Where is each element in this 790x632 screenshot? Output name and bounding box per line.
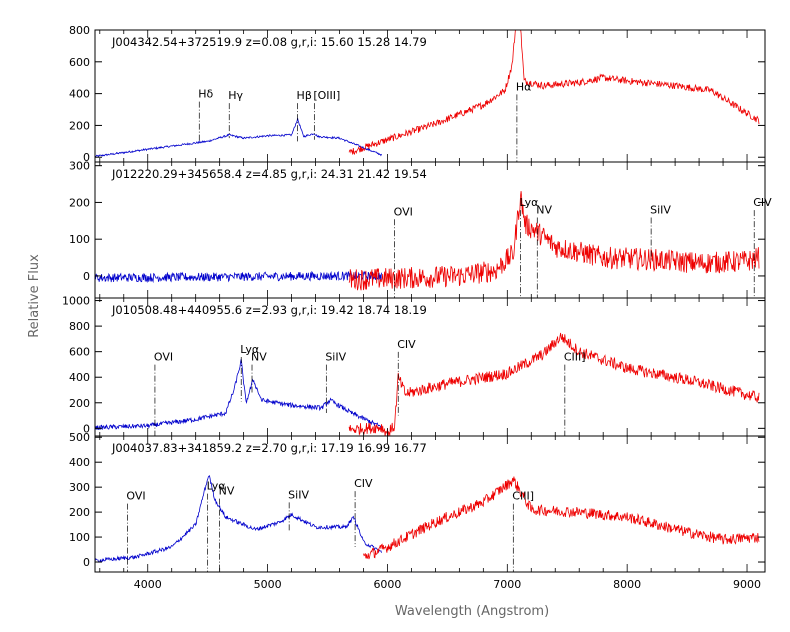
panel-header-3: J010508.48+440955.6 z=2.93 g,r,i: 19.42 … <box>111 303 427 317</box>
line-label-4-4: SiIV <box>288 488 309 501</box>
line-label-1-2: Hγ <box>228 89 243 102</box>
y-tick-label-1-2: 200 <box>69 119 90 132</box>
line-label-3-1: OVI <box>154 351 173 364</box>
y-tick-label-4-3: 200 <box>69 506 90 519</box>
line-label-4-5: CIV <box>354 477 373 490</box>
blue-spectrum-2 <box>95 270 382 284</box>
x-axis: 4000 5000 6000 7000 8000 9000 <box>134 578 761 591</box>
x-axis-label: Wavelength (Angstrom) <box>395 604 549 619</box>
panel-header-4: J004037.83+341859.2 z=2.70 g,r,i: 17.19 … <box>111 441 427 455</box>
panel-frame-3 <box>94 297 766 437</box>
line-label-1-5: Hα <box>516 80 532 93</box>
y-tick-label-3-5: 800 <box>69 320 90 333</box>
red-spectrum-3 <box>348 332 760 436</box>
line-label-4-6: CIII] <box>512 490 534 503</box>
panel-header-1: J004342.54+372519.9 z=0.08 g,r,i: 15.60 … <box>111 35 427 49</box>
y-axis-label: Relative Flux <box>27 254 42 338</box>
line-label-1-1: Hδ <box>198 88 213 101</box>
y-tick-label-2-3: 200 <box>69 196 90 209</box>
y-tick-label-3-2: 200 <box>69 397 90 410</box>
y-tick-label-4-2: 100 <box>69 531 90 544</box>
panel-1: Hδ Hγ Hβ [OIII] Hα 0 200 400 600 800 J004342.54+37… <box>69 24 766 164</box>
x-tick-label-1: 4000 <box>134 578 162 591</box>
line-label-2-2: Lyα <box>519 196 538 209</box>
y-tick-label-1-3: 400 <box>69 88 90 101</box>
line-label-3-6: CIII] <box>564 351 586 364</box>
blue-spectrum-4 <box>95 475 382 563</box>
line-label-2-3: NV <box>536 203 552 216</box>
line-label-2-4: SiIV <box>650 203 671 216</box>
y-tick-label-1-5: 800 <box>69 24 90 37</box>
panel-frame-1 <box>94 29 766 163</box>
x-tick-label-6: 9000 <box>733 578 761 591</box>
line-label-3-2: Lyα <box>240 343 259 356</box>
y-tick-label-3-6: 1000 <box>62 295 90 308</box>
line-label-3-3: NV <box>251 351 267 364</box>
panels-group: Hδ Hγ Hβ [OIII] Hα 0 200 400 600 800 J004342.54+37… <box>62 24 772 573</box>
panel-frame-4 <box>94 435 766 573</box>
y-tick-label-2-2: 100 <box>69 233 90 246</box>
line-label-4-2: Lyα <box>207 480 226 493</box>
line-label-1-4: [OIII] <box>313 89 340 102</box>
x-tick-label-4: 7000 <box>493 578 521 591</box>
line-label-3-4: SiIV <box>325 351 346 364</box>
panel-header-2: J012220.29+345658.4 z=4.85 g,r,i: 24.31 … <box>111 167 427 181</box>
blue-spectrum-1 <box>95 118 382 158</box>
y-tick-label-2-1: 0 <box>83 270 90 283</box>
y-tick-label-3-1: 0 <box>83 422 90 435</box>
y-tick-label-4-5: 400 <box>69 456 90 469</box>
red-spectrum-4 <box>363 476 760 560</box>
y-tick-label-3-4: 600 <box>69 346 90 359</box>
y-tick-label-4-4: 300 <box>69 481 90 494</box>
y-tick-label-2-4: 300 <box>69 160 90 173</box>
red-spectrum-1 <box>348 30 760 156</box>
red-spectrum-2 <box>348 191 760 291</box>
x-tick-label-3: 6000 <box>373 578 401 591</box>
line-label-1-3: Hβ <box>297 89 312 102</box>
line-label-3-5: CIV <box>397 338 416 351</box>
line-label-4-1: OVI <box>126 490 145 503</box>
y-tick-label-3-3: 400 <box>69 371 90 384</box>
blue-spectrum-3 <box>95 358 382 430</box>
y-tick-label-4-6: 500 <box>69 431 90 444</box>
line-label-2-1: OVI <box>394 205 413 218</box>
x-tick-label-5: 8000 <box>613 578 641 591</box>
line-label-4-3: NV <box>219 485 235 498</box>
y-tick-label-1-4: 600 <box>69 56 90 69</box>
y-tick-label-4-1: 0 <box>83 556 90 569</box>
y-tick-label-1-1: 0 <box>83 151 90 164</box>
x-tick-label-2: 5000 <box>254 578 282 591</box>
